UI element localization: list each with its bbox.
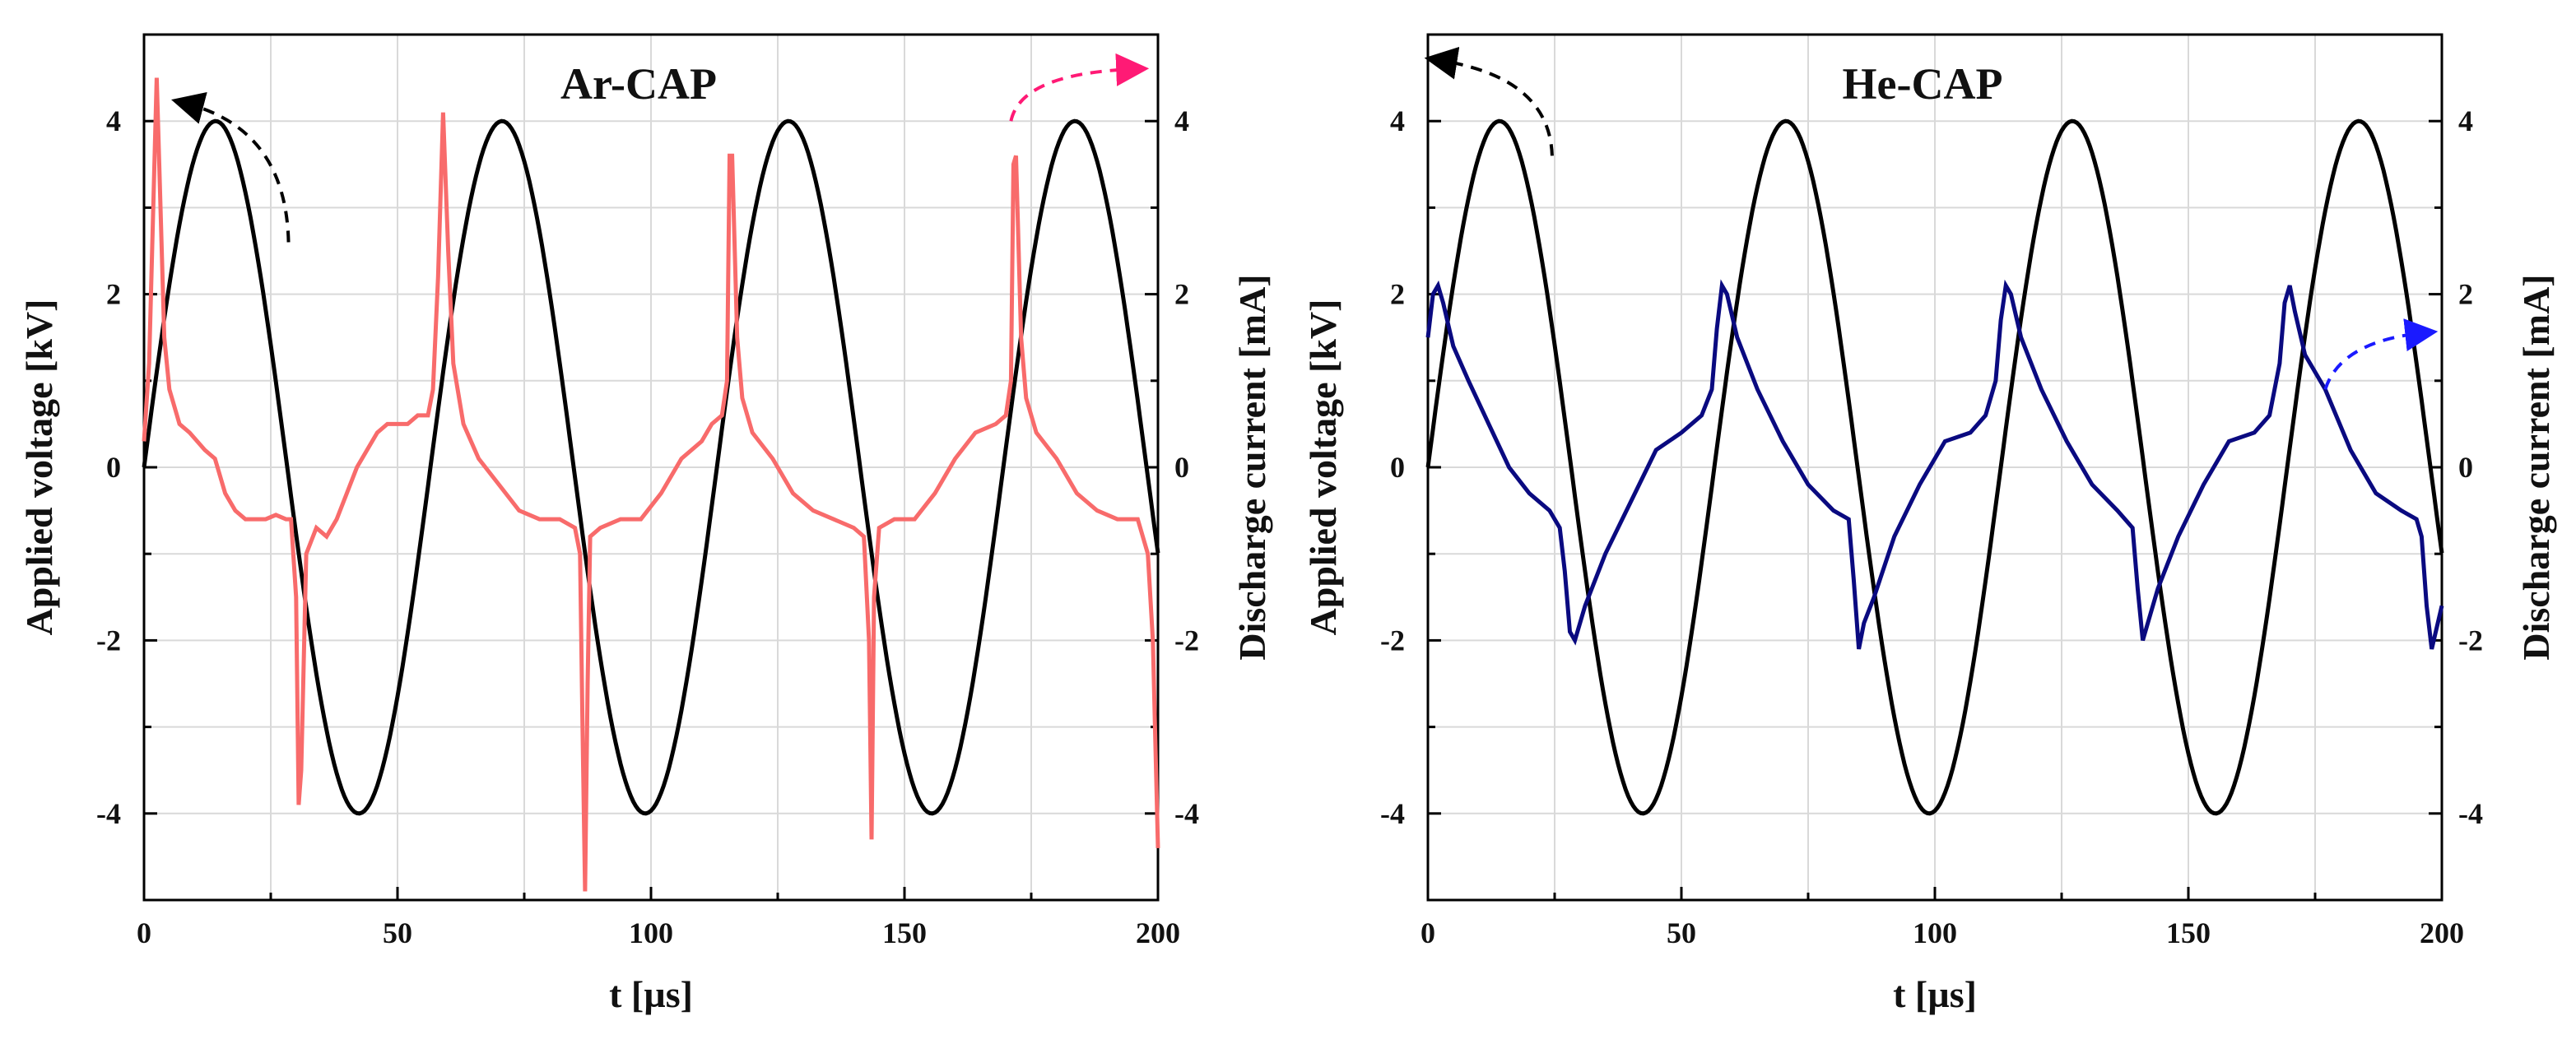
y-right-tick-label: -4 — [2458, 797, 2483, 830]
y-left-tick-label: -2 — [96, 624, 121, 657]
grid — [1427, 34, 2443, 901]
panel-ar-cap: 0 50 100 150 200 -4 -2 0 2 4 -4 -2 0 2 4… — [18, 33, 1273, 1015]
current-axis-arrow — [2323, 318, 2439, 390]
y-right-tick-label: 2 — [1174, 278, 1189, 311]
chart-title: Ar-CAP — [560, 59, 717, 109]
panel-he-cap: 0 50 100 150 200 -4 -2 0 2 4 -4 -2 0 2 4… — [1302, 33, 2557, 1015]
chart-title: He-CAP — [1843, 59, 2003, 109]
y-right-tick-label: 0 — [1174, 451, 1189, 484]
y-right-axis-title: Discharge current [mA] — [1231, 274, 1273, 660]
x-tick-label: 200 — [1136, 916, 1180, 949]
x-tick-label: 200 — [2420, 916, 2464, 949]
y-left-tick-label: -4 — [96, 797, 121, 830]
x-axis-title: t [µs] — [1893, 973, 1977, 1015]
y-left-tick-label: 4 — [1390, 104, 1405, 137]
y-left-tick-label: 4 — [106, 104, 121, 137]
y-left-tick-label: 0 — [106, 451, 121, 484]
y-right-tick-label: -4 — [1174, 797, 1199, 830]
voltage-axis-arrow — [171, 91, 291, 243]
x-tick-label: 150 — [2166, 916, 2211, 949]
y-right-tick-label: 2 — [2458, 278, 2473, 311]
y-right-tick-label: -2 — [1174, 624, 1199, 657]
axis-ticks — [1426, 33, 2443, 902]
y-left-axis-title: Applied voltage [kV] — [18, 299, 60, 636]
voltage-axis-arrow — [1424, 46, 1554, 156]
voltage-series-line — [1425, 118, 2444, 816]
x-axis-title: t [µs] — [609, 973, 693, 1015]
x-tick-label: 50 — [1667, 916, 1696, 949]
y-right-tick-label: 0 — [2458, 451, 2473, 484]
x-tick-label: 0 — [137, 916, 151, 949]
y-left-tick-label: -4 — [1380, 797, 1405, 830]
grid — [143, 34, 1159, 901]
y-left-tick-label: 2 — [106, 278, 121, 311]
x-tick-label: 50 — [383, 916, 412, 949]
y-left-tick-label: 0 — [1390, 451, 1405, 484]
y-right-tick-label: -2 — [2458, 624, 2483, 657]
current-series-line — [142, 77, 1160, 892]
y-left-tick-label: -2 — [1380, 624, 1405, 657]
y-left-tick-label: 2 — [1390, 278, 1405, 311]
current-series-line — [1425, 279, 2444, 650]
y-left-axis-title: Applied voltage [kV] — [1302, 299, 1344, 636]
y-right-tick-label: 4 — [2458, 104, 2473, 137]
y-right-tick-label: 4 — [1174, 104, 1189, 137]
x-tick-label: 100 — [1913, 916, 1957, 949]
voltage-series-line — [142, 118, 1160, 816]
x-tick-label: 150 — [882, 916, 927, 949]
current-axis-arrow — [1009, 53, 1150, 122]
x-tick-label: 0 — [1421, 916, 1435, 949]
y-right-axis-title: Discharge current [mA] — [2515, 274, 2557, 660]
x-tick-label: 100 — [629, 916, 673, 949]
